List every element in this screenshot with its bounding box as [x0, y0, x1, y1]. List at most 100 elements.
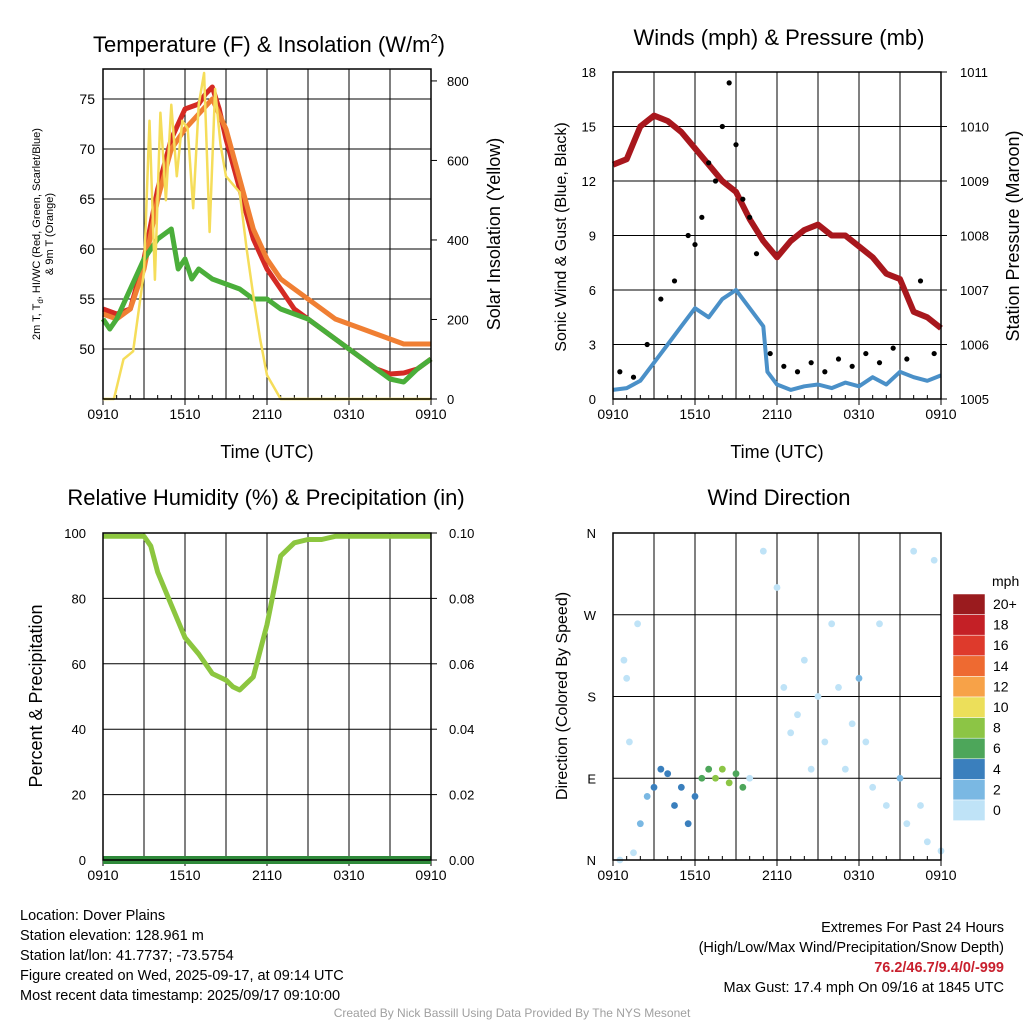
elevation-text: Station elevation: 128.961 m: [20, 928, 204, 944]
direction-point: [698, 774, 706, 782]
x-tick-label: 0310: [843, 867, 874, 883]
direction-point: [636, 820, 644, 828]
legend-label: 2: [993, 781, 1001, 797]
gust-point: [658, 296, 664, 302]
direction-point: [787, 729, 795, 737]
legend-swatch: [952, 655, 986, 677]
y2-tick-label: 1006: [960, 338, 989, 353]
y-tick-label: 9: [589, 229, 596, 244]
x-tick-label: 0910: [597, 867, 628, 883]
plot-border: [102, 532, 432, 861]
panel-winds: 0910 1510 2110 0310 091003691215181005100610…: [553, 25, 1023, 462]
x-tick-label: 2110: [252, 406, 282, 422]
gust-point: [699, 214, 705, 220]
gust-point: [740, 196, 746, 202]
credit-text: Created By Nick Bassill Using Data Provi…: [333, 1006, 691, 1020]
series-line-2: [100, 226, 433, 385]
direction-point: [814, 693, 822, 700]
gust-point: [781, 363, 787, 369]
gust-point: [719, 123, 725, 130]
y-tick-label: N: [587, 526, 596, 541]
x-axis-label: Time (UTC): [220, 442, 313, 462]
direction-point: [821, 738, 829, 746]
y-tick-label: 20: [72, 788, 86, 803]
x-tick-label: 2110: [762, 867, 792, 883]
legend-swatch: [952, 779, 986, 801]
gust-point: [617, 369, 623, 375]
direction-point: [725, 779, 733, 787]
x-tick-label: 0910: [597, 406, 628, 422]
gust-point: [876, 360, 883, 366]
y-axis-label: Direction (Colored By Speed): [554, 592, 571, 800]
legend-swatch: [952, 758, 986, 780]
gust-point: [794, 369, 801, 375]
y2-tick-label: 600: [447, 153, 469, 168]
gust-point: [706, 160, 712, 166]
y-tick-label: 55: [79, 291, 95, 307]
y2-tick-label: 0.10: [449, 526, 474, 541]
gust-point: [747, 214, 753, 220]
legend-swatch: [952, 737, 986, 760]
direction-point: [643, 793, 651, 800]
y-tick-label: 50: [79, 341, 95, 357]
panel-humidity: 0910 1510 2110 0310 09100204060801000.000.02…: [26, 485, 474, 883]
station-info: Location: Dover Plains Station elevation…: [20, 906, 344, 1006]
direction-point: [626, 738, 633, 746]
y-tick-label: 80: [72, 591, 86, 606]
y2-tick-label: 1008: [960, 229, 989, 244]
legend-label: 14: [993, 658, 1009, 674]
direction-point: [862, 738, 870, 746]
direction-point: [848, 720, 856, 728]
y2-tick-label: 1009: [960, 174, 989, 189]
extremes-panel: Extremes For Past 24 Hours (High/Low/Max…: [699, 918, 1004, 998]
direction-point: [869, 783, 877, 791]
legend-label: 6: [993, 740, 1001, 756]
legend-swatch: [952, 634, 986, 657]
y-tick-label: N: [587, 853, 596, 868]
y-tick-label: E: [587, 771, 596, 786]
y-tick-label: 40: [72, 722, 86, 737]
direction-point: [634, 620, 641, 628]
gust-point: [712, 178, 719, 184]
max-gust-text: Max Gust: 17.4 mph On 09/16 at 1845 UTC: [723, 980, 1004, 996]
direction-point: [835, 684, 842, 691]
y-tick-label: W: [584, 608, 597, 623]
direction-point: [807, 765, 815, 773]
gust-point: [931, 350, 937, 357]
gust-point: [863, 350, 869, 357]
y2-tick-label: 0.04: [449, 722, 474, 737]
legend-swatch: [952, 696, 986, 718]
legend-swatch: [952, 614, 986, 636]
chart-title: Wind Direction: [707, 485, 850, 510]
legend-label: 8: [993, 720, 1001, 736]
y-tick-label: 0: [79, 853, 86, 868]
y-tick-label: S: [587, 690, 596, 705]
direction-point: [855, 674, 863, 682]
y-label-part: 2m T, T: [31, 303, 43, 340]
x-tick-label: 2110: [252, 867, 282, 883]
extremes-subtitle: (High/Low/Max Wind/Precipitation/Snow De…: [698, 940, 1004, 956]
latlon-text: Station lat/lon: 41.7737; -73.5754: [20, 948, 234, 964]
y-tick-label: 100: [64, 526, 86, 541]
gust-point: [767, 350, 773, 357]
direction-point: [664, 770, 672, 778]
y2-tick-label: 0: [447, 392, 454, 407]
direction-point: [712, 774, 719, 782]
gust-point: [849, 363, 855, 369]
x-tick-label: 1510: [169, 406, 200, 422]
x-tick-label: 0310: [333, 406, 364, 422]
direction-point: [800, 656, 808, 664]
y2-axis-label: Solar Insolation (Yellow): [484, 138, 504, 330]
y-tick-label: 60: [72, 657, 86, 672]
chart-title: Temperature (F) & Insolation (W/m2): [93, 31, 445, 57]
y2-tick-label: 0.00: [449, 853, 474, 868]
direction-point: [923, 838, 931, 846]
gust-point: [835, 356, 842, 362]
plot-border: [612, 532, 942, 861]
y2-tick-label: 0.06: [449, 657, 474, 672]
direction-point: [876, 620, 883, 628]
direction-point: [917, 802, 924, 809]
direction-point: [650, 783, 658, 791]
gust-point: [630, 374, 637, 380]
direction-point: [910, 547, 918, 555]
